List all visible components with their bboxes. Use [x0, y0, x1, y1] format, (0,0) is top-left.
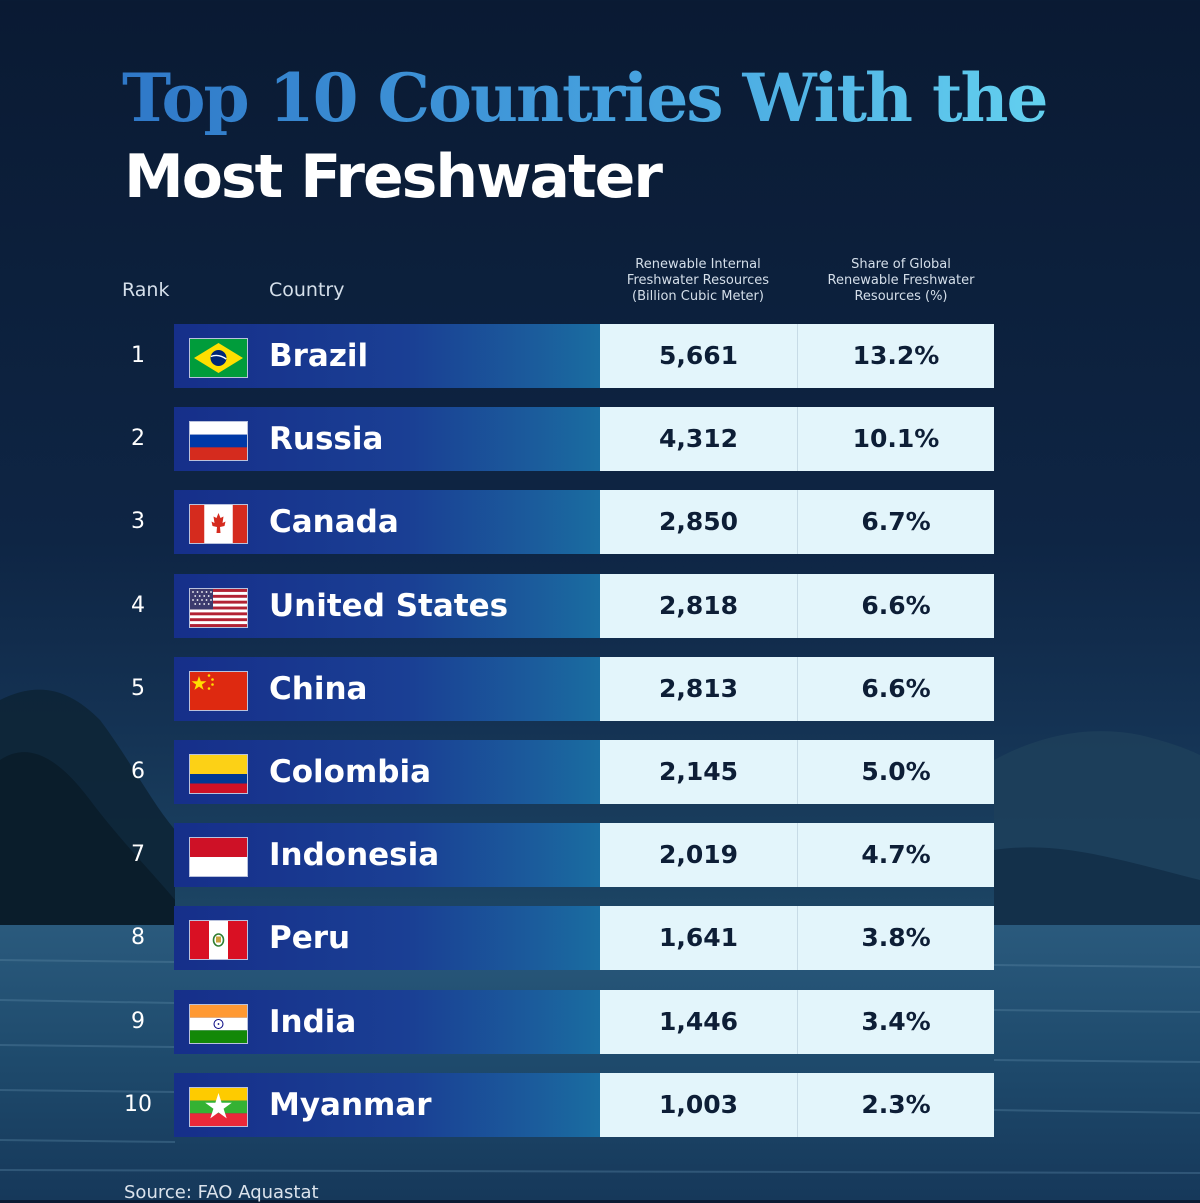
- resources-cell: 2,019: [600, 823, 797, 888]
- table-row: 8 Peru 1,641 3.8%: [0, 906, 1200, 971]
- rank-cell: 4: [131, 592, 145, 618]
- share-cell: 3.4%: [797, 989, 994, 1054]
- rank-column-header: Rank: [122, 279, 170, 301]
- country-name: Brazil: [269, 338, 369, 374]
- country-name: Myanmar: [269, 1086, 432, 1123]
- table-row: 3 Canada 2,850 6.7%: [0, 490, 1200, 555]
- share-cell: 13.2%: [797, 324, 994, 388]
- table-row: 6 Colombia 2,145 5.0%: [0, 740, 1200, 804]
- share-cell: 5.0%: [797, 740, 994, 804]
- table-row: 7 Indonesia 2,019 4.7%: [0, 823, 1200, 888]
- resources-cell: 2,145: [600, 740, 797, 804]
- table-row: 9 India 1,446 3.4%: [0, 989, 1200, 1054]
- rank-cell: 7: [131, 842, 145, 868]
- country-column-header: Country: [269, 279, 345, 301]
- indonesia-flag-icon: [190, 838, 247, 877]
- rank-cell: 8: [131, 925, 145, 951]
- india-flag-icon: [190, 1004, 247, 1043]
- colombia-flag-icon: [190, 755, 247, 793]
- china-flag-icon: [190, 671, 247, 710]
- country-name: Peru: [269, 920, 351, 957]
- share-cell: 6.6%: [797, 656, 994, 721]
- share-header-line: Share of Global: [851, 257, 951, 272]
- resources-cell: 2,850: [600, 490, 797, 555]
- rank-cell: 3: [131, 509, 145, 535]
- share-column-header: Share of Global Renewable Freshwater Res…: [801, 257, 1001, 305]
- resources-column-header: Renewable Internal Freshwater Resources …: [598, 257, 798, 305]
- rank-cell: 9: [131, 1008, 145, 1034]
- share-cell: 3.8%: [797, 906, 994, 971]
- share-cell: 10.1%: [797, 407, 994, 472]
- peru-flag-icon: [190, 921, 247, 960]
- resources-cell: 4,312: [600, 407, 797, 472]
- share-cell: 6.7%: [797, 490, 994, 555]
- share-header-line: Resources (%): [854, 289, 948, 304]
- brazil-flag-icon: [190, 339, 247, 377]
- resources-header-line: Renewable Internal: [635, 257, 761, 272]
- table-row: 4 United States 2,818 6.6%: [0, 573, 1200, 638]
- resources-cell: 1,446: [600, 989, 797, 1054]
- source-note: Source: FAO Aquastat: [124, 1182, 319, 1203]
- country-name: United States: [269, 587, 509, 624]
- country-name: Indonesia: [269, 837, 440, 874]
- country-name: China: [269, 670, 368, 707]
- country-name: Colombia: [269, 754, 432, 790]
- table-row: 10 Myanmar 1,003 2.3%: [0, 1072, 1200, 1137]
- resources-cell: 2,813: [600, 656, 797, 721]
- resources-header-line: (Billion Cubic Meter): [632, 289, 764, 304]
- table-row: 2 Russia 4,312 10.1%: [0, 407, 1200, 472]
- resources-cell: 2,818: [600, 573, 797, 638]
- canada-flag-icon: [190, 505, 247, 544]
- resources-cell: 5,661: [600, 324, 797, 388]
- share-cell: 4.7%: [797, 823, 994, 888]
- russia-flag-icon: [190, 422, 247, 461]
- share-header-line: Renewable Freshwater: [827, 273, 975, 288]
- country-name: Canada: [269, 504, 399, 541]
- share-cell: 2.3%: [797, 1072, 994, 1137]
- myanmar-flag-icon: [190, 1087, 247, 1126]
- rank-cell: 1: [131, 343, 145, 368]
- resources-cell: 1,641: [600, 906, 797, 971]
- share-cell: 6.6%: [797, 573, 994, 638]
- usa-flag-icon: [190, 588, 247, 627]
- resources-header-line: Freshwater Resources: [626, 273, 770, 288]
- country-name: India: [269, 1003, 357, 1040]
- table-row: 5 China 2,813 6.6%: [0, 656, 1200, 721]
- rank-cell: 2: [131, 426, 145, 452]
- country-name: Russia: [269, 421, 384, 458]
- rank-cell: 10: [124, 1091, 152, 1117]
- table-row: 1 Brazil 5,661 13.2%: [0, 324, 1200, 388]
- resources-cell: 1,003: [600, 1072, 797, 1137]
- rank-cell: 5: [131, 675, 145, 701]
- title-line-2: Most Freshwater: [124, 142, 663, 212]
- rank-cell: 6: [131, 759, 145, 784]
- title-line-1: Top 10 Countries With the: [122, 59, 1048, 137]
